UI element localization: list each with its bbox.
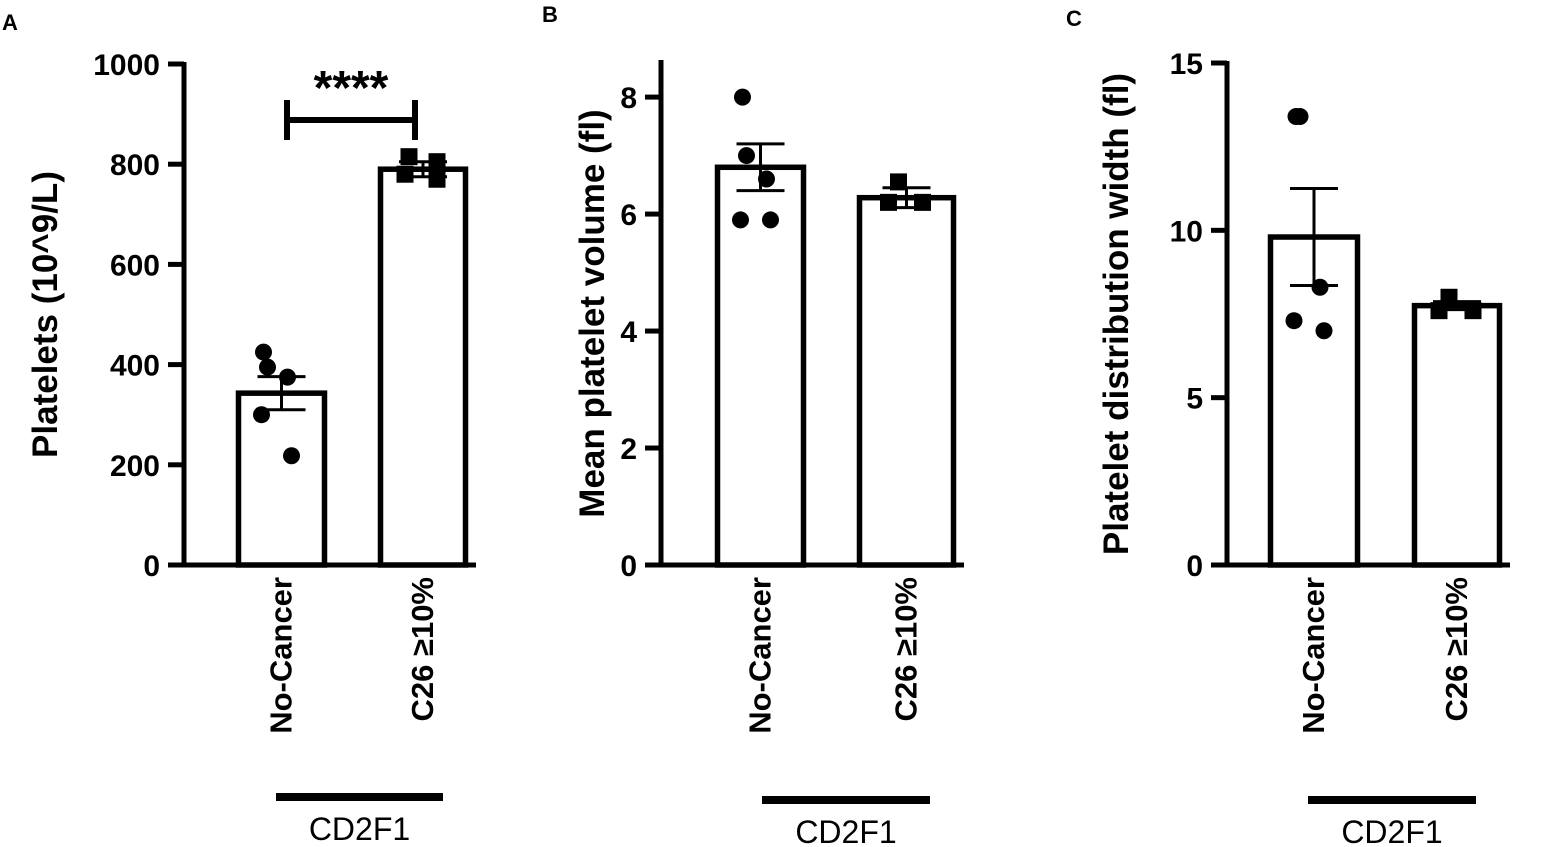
y-tick-label: 10 xyxy=(1170,215,1203,248)
bar xyxy=(714,164,807,568)
data-point xyxy=(259,358,276,376)
y-tick-label: 0 xyxy=(143,550,160,583)
data-point xyxy=(1291,108,1309,126)
bar xyxy=(1411,302,1503,568)
y-tick-label: 200 xyxy=(110,450,160,483)
bar xyxy=(235,390,328,568)
data-point xyxy=(1464,302,1482,320)
panel-letter: A xyxy=(2,10,18,35)
data-point xyxy=(732,211,749,229)
panel-letter: B xyxy=(542,2,558,27)
y-tick-label: 800 xyxy=(110,149,160,182)
y-tick-label: 400 xyxy=(110,350,160,383)
x-category-label: No-Cancer xyxy=(1296,577,1331,734)
y-tick-label: 15 xyxy=(1170,48,1203,81)
data-point xyxy=(283,447,300,465)
bar xyxy=(856,194,957,568)
x-category-label: C26 ≥10% xyxy=(889,577,924,722)
y-tick-label: 600 xyxy=(110,249,160,282)
data-point xyxy=(428,170,446,188)
data-point xyxy=(253,406,270,424)
data-point xyxy=(1315,322,1333,340)
x-category-label: C26 ≥10% xyxy=(405,577,440,722)
y-tick-label: 2 xyxy=(620,433,637,466)
data-point xyxy=(1311,278,1329,296)
y-tick-label: 1000 xyxy=(93,49,160,82)
y-axis-label: Platelet distribution width (fl) xyxy=(1097,73,1136,555)
y-tick-label: 5 xyxy=(1186,383,1203,416)
y-tick-label: 4 xyxy=(620,316,637,349)
data-point xyxy=(255,343,272,361)
data-point xyxy=(428,153,446,171)
data-point xyxy=(279,368,296,386)
data-point xyxy=(758,170,775,188)
y-tick-label: 0 xyxy=(620,550,637,583)
y-tick-label: 0 xyxy=(1186,550,1203,583)
data-point xyxy=(762,211,779,229)
y-axis-label: Mean platelet volume (fl) xyxy=(573,109,612,517)
x-category-label: C26 ≥10% xyxy=(1439,577,1474,722)
y-tick-label: 8 xyxy=(620,82,637,115)
data-point xyxy=(914,193,931,211)
data-point xyxy=(396,165,414,183)
data-point xyxy=(1440,288,1458,306)
data-point xyxy=(890,173,907,191)
data-point xyxy=(880,193,897,211)
data-point xyxy=(1430,302,1448,320)
x-category-label: No-Cancer xyxy=(264,577,299,734)
panel-letter: C xyxy=(1066,6,1082,31)
bar xyxy=(377,166,469,568)
group-label: CD2F1 xyxy=(1341,814,1442,847)
group-label: CD2F1 xyxy=(309,811,410,847)
significance-label: **** xyxy=(314,62,389,115)
data-point xyxy=(400,148,418,166)
x-category-label: No-Cancer xyxy=(743,577,778,734)
y-axis-label: Platelets (10^9/L) xyxy=(26,171,65,458)
y-tick-label: 6 xyxy=(620,199,637,232)
data-point xyxy=(1285,312,1303,330)
data-point xyxy=(738,147,755,165)
data-point xyxy=(734,88,751,106)
group-label: CD2F1 xyxy=(795,814,896,847)
